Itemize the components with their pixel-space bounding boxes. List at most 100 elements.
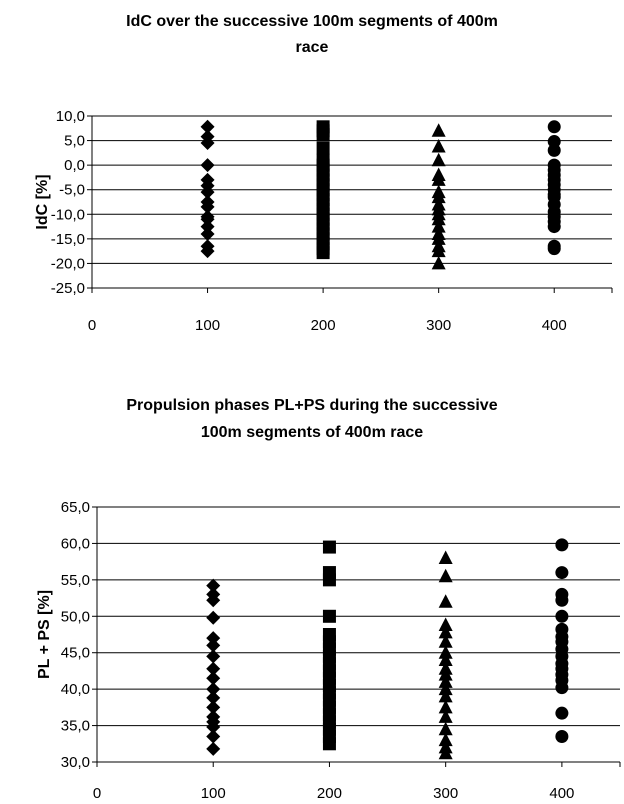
- series-triangle: [431, 123, 446, 270]
- data-point: [200, 219, 215, 234]
- data-point: [200, 244, 215, 259]
- data-point: [316, 128, 330, 142]
- data-point: [438, 721, 453, 736]
- data-point: [431, 255, 446, 270]
- data-point: [431, 189, 446, 204]
- series-square: [322, 540, 336, 751]
- x-tick-label: 300: [426, 317, 451, 334]
- series-diamond: [206, 578, 221, 756]
- data-point: [200, 158, 215, 173]
- data-point: [206, 729, 221, 744]
- series-circle: [555, 538, 569, 743]
- data-point: [206, 700, 221, 715]
- data-point: [438, 645, 453, 659]
- chart-title: Propulsion phases PL+PS during the succe…: [126, 397, 497, 414]
- data-point: [206, 631, 221, 646]
- data-point: [547, 143, 561, 157]
- data-point: [316, 246, 330, 260]
- data-point: [206, 610, 221, 625]
- data-point: [438, 624, 453, 639]
- y-tick-label: 40,0: [61, 681, 90, 698]
- data-point: [431, 123, 446, 137]
- y-tick-label: 65,0: [61, 499, 90, 516]
- y-tick-label: 0,0: [64, 157, 85, 174]
- data-point: [431, 231, 446, 245]
- data-point: [431, 211, 446, 226]
- y-axis-title: PL + PS [%]: [36, 590, 53, 679]
- y-tick-label: 10,0: [56, 108, 85, 125]
- data-point: [206, 720, 221, 735]
- data-point: [322, 540, 336, 554]
- series-square: [316, 120, 330, 260]
- data-point: [547, 120, 561, 134]
- y-tick-label: 30,0: [61, 754, 90, 771]
- data-point: [431, 243, 446, 258]
- data-point: [555, 609, 569, 623]
- data-point: [555, 538, 569, 552]
- data-point: [438, 732, 453, 747]
- series-triangle: [438, 550, 453, 760]
- data-point: [200, 199, 215, 214]
- data-point: [438, 681, 453, 696]
- data-point: [200, 136, 215, 151]
- chart-title: race: [296, 39, 329, 56]
- data-point: [206, 638, 221, 653]
- y-tick-label: 50,0: [61, 608, 90, 625]
- x-tick-label: 100: [201, 785, 226, 802]
- y-tick-label: 45,0: [61, 645, 90, 662]
- y-tick-label: -25,0: [51, 280, 85, 297]
- series-diamond: [200, 119, 215, 259]
- data-point: [316, 141, 330, 155]
- data-point: [206, 593, 221, 608]
- y-tick-label: 55,0: [61, 572, 90, 589]
- data-point: [438, 617, 453, 632]
- data-point: [206, 671, 221, 686]
- data-point: [555, 566, 569, 580]
- data-point: [555, 593, 569, 607]
- data-point: [555, 681, 569, 695]
- data-point: [438, 550, 453, 564]
- y-tick-label: 5,0: [64, 133, 85, 150]
- data-point: [431, 138, 446, 153]
- data-point: [431, 152, 446, 167]
- x-tick-label: 300: [433, 785, 458, 802]
- data-point: [200, 185, 215, 200]
- data-point: [555, 730, 569, 743]
- data-point: [438, 709, 453, 723]
- x-tick-label: 200: [311, 317, 336, 334]
- data-point: [438, 568, 453, 583]
- data-point: [206, 649, 221, 664]
- data-point: [206, 682, 221, 697]
- x-tick-label: 400: [549, 785, 574, 802]
- data-point: [206, 661, 221, 676]
- y-tick-label: 35,0: [61, 718, 90, 735]
- chart-title: IdC over the successive 100m segments of…: [126, 13, 498, 30]
- data-point: [200, 212, 215, 227]
- data-point: [438, 667, 453, 681]
- chart-2: Propulsion phases PL+PS during the succe…: [36, 397, 621, 802]
- data-point: [547, 242, 561, 256]
- data-point: [206, 741, 221, 756]
- y-tick-label: -5,0: [59, 182, 85, 199]
- data-point: [555, 706, 569, 720]
- chart-title: 100m segments of 400m race: [201, 424, 423, 441]
- data-point: [438, 745, 453, 760]
- y-axis-title: IdC [%]: [34, 174, 51, 229]
- data-point: [438, 652, 453, 666]
- x-tick-label: 0: [93, 785, 101, 802]
- data-point: [322, 609, 336, 623]
- y-tick-label: -15,0: [51, 231, 85, 248]
- data-point: [431, 172, 446, 186]
- data-point: [322, 737, 336, 751]
- x-tick-label: 100: [195, 317, 220, 334]
- data-point: [438, 699, 453, 714]
- x-tick-label: 0: [88, 317, 96, 334]
- data-point: [431, 219, 446, 233]
- data-point: [438, 594, 453, 608]
- data-point: [206, 690, 221, 705]
- y-tick-label: 60,0: [61, 535, 90, 552]
- data-point: [438, 674, 453, 688]
- y-tick-label: -20,0: [51, 255, 85, 272]
- series-circle: [547, 120, 561, 256]
